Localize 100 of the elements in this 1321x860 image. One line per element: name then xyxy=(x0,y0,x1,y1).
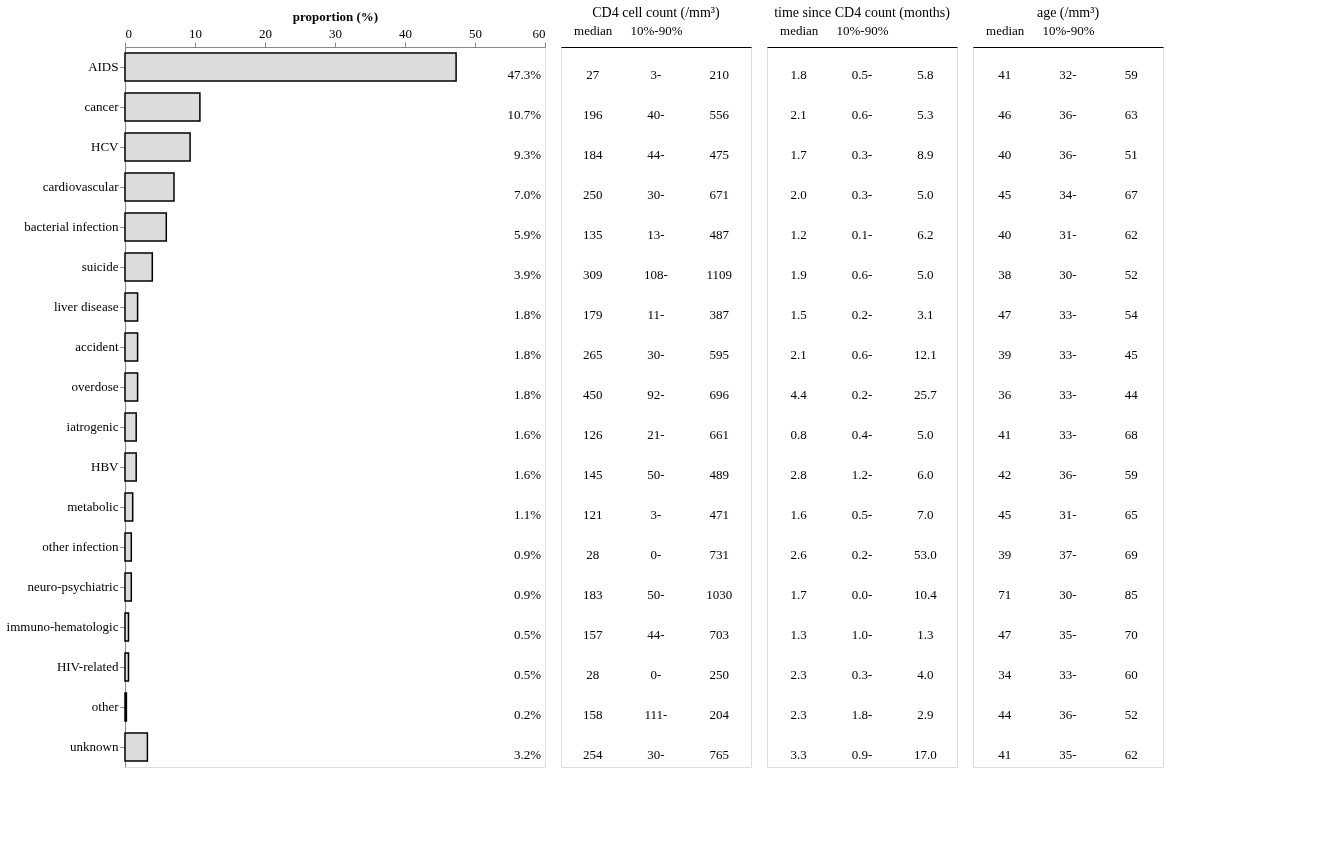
text: 0.2- xyxy=(851,547,873,562)
text: 1.2- xyxy=(851,467,873,482)
text: 32- xyxy=(1059,67,1077,82)
bar xyxy=(124,652,130,682)
data-label: 0.2% xyxy=(513,707,542,722)
x-tick-label: 40 xyxy=(399,25,412,41)
text: 489 xyxy=(709,467,730,482)
text: 68 xyxy=(1124,427,1138,442)
y-tick-label: cancer xyxy=(84,99,120,114)
text: 30- xyxy=(1059,587,1077,602)
text: 731 xyxy=(709,547,730,562)
bar xyxy=(124,92,201,122)
text: 37- xyxy=(1059,547,1077,562)
bar xyxy=(124,372,139,402)
text: 39 xyxy=(998,347,1012,362)
text: 309 xyxy=(582,267,603,282)
text: 0.0- xyxy=(851,587,873,602)
text: 1.5 xyxy=(790,307,807,322)
text: 30- xyxy=(647,187,665,202)
text: 4.4 xyxy=(790,387,808,402)
text: 1030 xyxy=(706,587,733,602)
text: CD4 cell count (/mm³) xyxy=(592,5,721,21)
data-label: 1.6% xyxy=(513,427,542,442)
y-tick-label: AIDS xyxy=(88,59,119,74)
y-tick-label: HBV xyxy=(91,459,120,474)
bar xyxy=(124,412,137,442)
text: 51 xyxy=(1124,147,1138,162)
x-tick-label: 60 xyxy=(532,25,546,41)
text: 3- xyxy=(650,507,662,522)
text: 0- xyxy=(650,667,662,682)
bar xyxy=(124,572,133,602)
text: 33- xyxy=(1059,427,1077,442)
text: 1.8 xyxy=(790,67,807,82)
text: 44 xyxy=(998,707,1012,722)
text: 471 xyxy=(709,507,730,522)
text: 158 xyxy=(582,707,603,722)
text: 210 xyxy=(709,67,730,82)
text: 0.3- xyxy=(851,187,873,202)
text: 5.3 xyxy=(917,107,934,122)
text: 0.8 xyxy=(790,427,807,442)
text: 1.0- xyxy=(851,627,873,642)
text: 3- xyxy=(650,67,662,82)
text: 0.1- xyxy=(851,227,873,242)
text: 52 xyxy=(1124,707,1138,722)
y-tick-label: metabolic xyxy=(67,499,119,514)
text: 36 xyxy=(998,387,1012,402)
text: 3.1 xyxy=(917,307,934,322)
text: 41 xyxy=(998,747,1012,762)
text: 44 xyxy=(1124,387,1139,402)
data-label: 9.3% xyxy=(513,147,542,162)
text: 30- xyxy=(1059,267,1077,282)
text: 5.0 xyxy=(917,187,934,202)
text: 2.9 xyxy=(917,707,934,722)
text: 126 xyxy=(582,427,603,442)
bar xyxy=(124,252,154,282)
bar xyxy=(124,292,139,322)
text: 0.9- xyxy=(851,747,873,762)
text: 183 xyxy=(582,587,603,602)
text: 45 xyxy=(1124,347,1138,362)
y-tick-label: unknown xyxy=(70,739,119,754)
text: 487 xyxy=(709,227,730,242)
text: 36- xyxy=(1059,707,1077,722)
y-tick-label: neuro-psychiatric xyxy=(27,579,119,594)
text: 34 xyxy=(998,667,1012,682)
text: 179 xyxy=(582,307,603,322)
text: 6.0 xyxy=(917,467,934,482)
text: 40 xyxy=(998,147,1012,162)
text: 0- xyxy=(650,547,662,562)
text: 2.6 xyxy=(790,547,808,562)
text: 36- xyxy=(1059,147,1077,162)
bar xyxy=(124,732,149,762)
y-tick-label: suicide xyxy=(81,259,119,274)
y-tick-label: HIV-related xyxy=(56,659,119,674)
bar xyxy=(124,532,133,562)
text: 8.9 xyxy=(917,147,934,162)
data-label: 1.8% xyxy=(513,307,542,322)
text: 33- xyxy=(1059,347,1077,362)
text: 47 xyxy=(998,307,1012,322)
text: 17.0 xyxy=(913,747,937,762)
text: 39 xyxy=(998,547,1012,562)
text: 0.4- xyxy=(851,427,873,442)
text: 70 xyxy=(1124,627,1138,642)
text: 0.5- xyxy=(851,67,873,82)
text: 46 xyxy=(998,107,1012,122)
text: 2.1 xyxy=(790,107,807,122)
text: 38 xyxy=(998,267,1012,282)
x-tick-label: 30 xyxy=(329,25,342,41)
text: 765 xyxy=(709,747,730,762)
category-label: median xyxy=(574,22,613,38)
text: 12.1 xyxy=(913,347,937,362)
text: 4.0 xyxy=(917,667,934,682)
y-tick-label: iatrogenic xyxy=(66,419,119,434)
bar xyxy=(124,452,137,482)
category-label: 10%-90% xyxy=(630,22,683,38)
text: 204 xyxy=(709,707,730,722)
text: 34- xyxy=(1059,187,1077,202)
text: 145 xyxy=(582,467,603,482)
text: 47 xyxy=(998,627,1012,642)
text: 25.7 xyxy=(913,387,938,402)
text: 0.6- xyxy=(851,347,873,362)
